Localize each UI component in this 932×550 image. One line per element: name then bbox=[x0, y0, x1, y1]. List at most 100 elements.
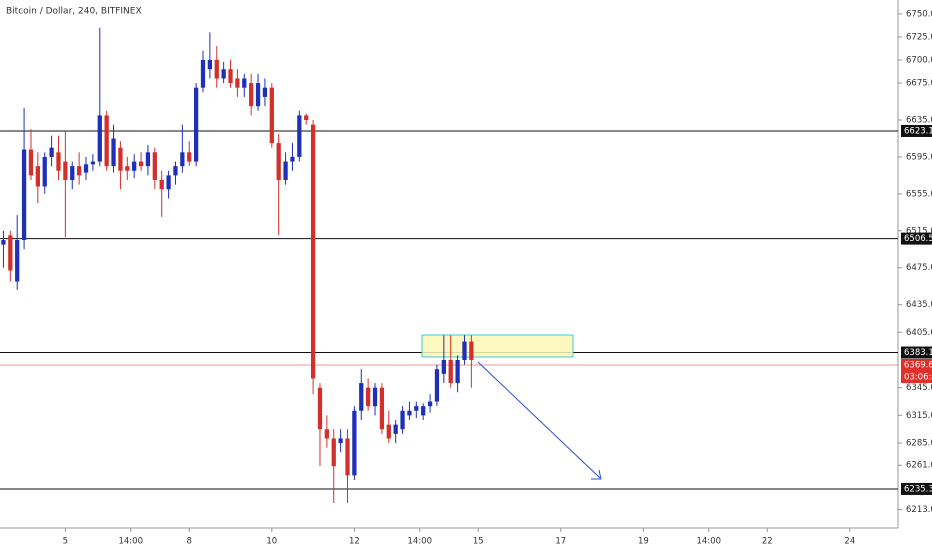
candle-body bbox=[393, 424, 398, 434]
candle-body bbox=[352, 410, 357, 476]
x-tick-label: 10 bbox=[266, 537, 277, 547]
candle-body bbox=[324, 429, 329, 439]
level-label: 6506.5 bbox=[904, 234, 932, 244]
candle-body bbox=[255, 83, 261, 107]
x-tick-label: 14:00 bbox=[697, 537, 722, 547]
candle-body bbox=[290, 156, 295, 162]
y-tick-label: 6700.0 bbox=[906, 56, 932, 66]
candle-body bbox=[138, 161, 144, 167]
candle-body bbox=[297, 115, 302, 157]
candle-body bbox=[386, 424, 391, 439]
candle-body bbox=[70, 166, 75, 180]
candle-body bbox=[262, 87, 268, 97]
y-tick-label: 6595.0 bbox=[906, 152, 932, 162]
candle-body bbox=[83, 164, 89, 173]
arrow-head bbox=[591, 469, 602, 480]
x-tick-label: 22 bbox=[762, 537, 773, 547]
level-label: 6235.3 bbox=[904, 484, 932, 494]
candle-body bbox=[269, 87, 274, 144]
y-tick-label: 6261.0 bbox=[906, 461, 932, 471]
y-tick-label: 6345.0 bbox=[906, 383, 932, 393]
candle-body bbox=[200, 60, 206, 88]
y-tick-label: 6285.0 bbox=[906, 439, 932, 449]
candle-body bbox=[166, 175, 171, 190]
candle-body bbox=[145, 152, 151, 167]
x-tick-label: 14:00 bbox=[118, 537, 143, 547]
candle-body bbox=[159, 180, 164, 190]
candle-body bbox=[118, 147, 123, 171]
x-tick-label: 24 bbox=[844, 537, 855, 547]
price-label-box bbox=[901, 358, 932, 383]
y-tick-label: 6725.0 bbox=[906, 32, 932, 42]
candle-body bbox=[379, 387, 385, 430]
y-tick-label: 6555.0 bbox=[906, 189, 932, 199]
candle-body bbox=[317, 387, 323, 430]
candle-body bbox=[366, 387, 371, 407]
candle-body bbox=[207, 60, 213, 70]
candle-body bbox=[1, 240, 6, 245]
level-label-box bbox=[901, 124, 932, 137]
candle-body bbox=[221, 69, 226, 79]
candle-body bbox=[235, 78, 240, 88]
candle-body bbox=[173, 166, 178, 176]
candle-body bbox=[49, 147, 54, 157]
countdown-label: 03:06:49 bbox=[904, 372, 932, 382]
candle-body bbox=[180, 152, 185, 167]
x-tick-label: 14:00 bbox=[408, 537, 433, 547]
candle-body bbox=[193, 87, 199, 162]
candle-body bbox=[249, 83, 254, 107]
candle-body bbox=[359, 383, 364, 411]
level-label: 6623.1 bbox=[904, 126, 932, 136]
candle-body bbox=[56, 152, 61, 171]
candle-body bbox=[421, 406, 426, 416]
candle-body bbox=[462, 341, 467, 360]
candle-body bbox=[331, 438, 336, 467]
y-tick-label: 6315.0 bbox=[906, 411, 932, 421]
candle-body bbox=[304, 115, 309, 120]
level-label: 6383.1 bbox=[904, 348, 932, 358]
candle-body bbox=[90, 161, 96, 165]
candle-body bbox=[407, 410, 412, 416]
candle-body bbox=[414, 406, 419, 411]
candle-body bbox=[35, 166, 40, 187]
price-label: 6369.6 bbox=[904, 360, 932, 370]
candle-body bbox=[111, 138, 116, 167]
candle-body bbox=[28, 149, 34, 176]
candle-body bbox=[345, 438, 350, 476]
x-tick-label: 12 bbox=[349, 537, 360, 547]
candle-body bbox=[427, 401, 433, 407]
candle-body bbox=[63, 161, 68, 180]
x-tick-label: 17 bbox=[555, 537, 566, 547]
candle-body bbox=[469, 341, 474, 360]
y-tick-label: 6675.0 bbox=[906, 79, 932, 89]
candle-body bbox=[372, 387, 378, 407]
candle-body bbox=[104, 115, 109, 167]
candle-body bbox=[242, 78, 247, 88]
candle-body bbox=[338, 438, 343, 444]
candle-body bbox=[15, 240, 20, 282]
chart-title: Bitcoin / Dollar, 240, BITFINEX bbox=[6, 7, 142, 17]
level-label-box bbox=[901, 482, 932, 495]
y-tick-label: 6405.0 bbox=[906, 328, 932, 338]
x-tick-label: 15 bbox=[473, 537, 484, 547]
candle-body bbox=[125, 166, 130, 171]
candle-body bbox=[214, 60, 219, 79]
candle-body bbox=[455, 360, 460, 384]
candle-body bbox=[283, 161, 288, 180]
level-label-box bbox=[901, 346, 932, 359]
candle-body bbox=[400, 410, 405, 430]
candle-body bbox=[276, 143, 281, 180]
y-tick-label: 6213.0 bbox=[906, 505, 932, 515]
candle-body bbox=[448, 360, 453, 384]
candle-body bbox=[97, 115, 102, 162]
candle-body bbox=[132, 161, 137, 171]
projection-arrow bbox=[477, 361, 601, 479]
candle-body bbox=[441, 360, 446, 374]
candle-body bbox=[228, 69, 233, 84]
candle-body bbox=[187, 152, 192, 162]
x-tick-label: 5 bbox=[63, 537, 68, 547]
candle-body bbox=[434, 369, 440, 402]
